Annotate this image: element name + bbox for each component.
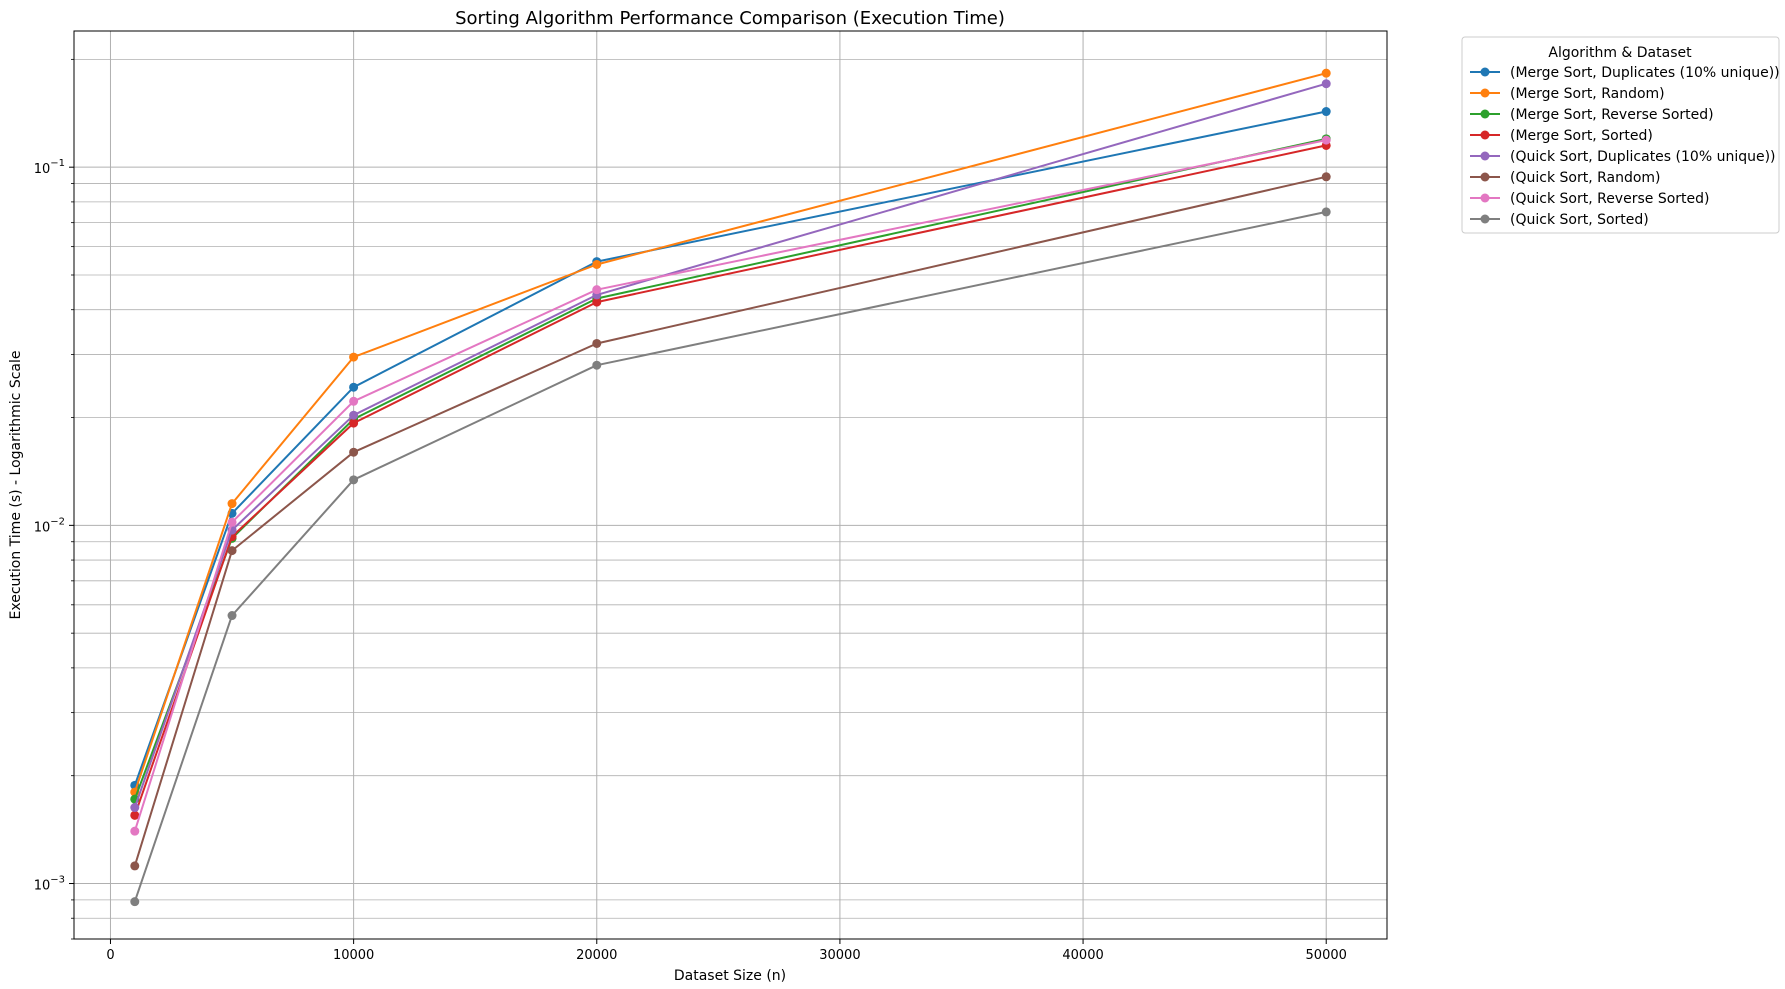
x-axis-ticks: 0 10000 20000 30000 40000 50000 — [106, 939, 1347, 963]
legend-label: (Merge Sort, Reverse Sorted) — [1510, 107, 1714, 123]
plot-area-frame — [73, 30, 1388, 940]
legend-marker — [1480, 130, 1490, 140]
series-1 — [130, 107, 1331, 790]
legend-label: (Merge Sort, Duplicates (10% unique)) — [1510, 65, 1780, 81]
data-point — [130, 861, 140, 871]
data-point — [130, 897, 140, 907]
x-tick-label: 20000 — [576, 948, 617, 963]
x-tick-label: 40000 — [1062, 948, 1103, 963]
legend-item: (Merge Sort, Reverse Sorted) — [1470, 107, 1714, 123]
series-6 — [130, 172, 1331, 871]
legend-marker — [1480, 109, 1490, 119]
grid-lines — [74, 31, 1387, 940]
y-axis-label: Execution Time (s) - Logarithmic Scale — [8, 351, 24, 620]
data-point — [130, 803, 140, 813]
legend-label: (Quick Sort, Reverse Sorted) — [1510, 191, 1709, 207]
x-axis-label: Dataset Size (n) — [674, 968, 786, 984]
legend-label: (Quick Sort, Duplicates (10% unique)) — [1510, 149, 1776, 165]
data-point — [1321, 79, 1331, 89]
data-point — [227, 499, 237, 509]
data-point — [349, 475, 359, 485]
data-point — [130, 810, 140, 820]
legend-item: (Merge Sort, Duplicates (10% unique)) — [1470, 65, 1780, 81]
series-7 — [130, 135, 1331, 836]
legend-frame — [1461, 36, 1780, 234]
legend-marker — [1480, 214, 1490, 224]
data-point — [130, 826, 140, 836]
data-point — [349, 382, 359, 392]
data-point — [227, 517, 237, 527]
legend-item: (Quick Sort, Random) — [1470, 170, 1661, 186]
chart-title: Sorting Algorithm Performance Comparison… — [455, 8, 1005, 29]
x-tick-label: 0 — [106, 948, 114, 963]
legend-marker — [1480, 193, 1490, 203]
series-2 — [130, 68, 1331, 797]
data-point — [1321, 172, 1331, 182]
legend-item: (Quick Sort, Reverse Sorted) — [1470, 191, 1709, 207]
legend-label: (Quick Sort, Sorted) — [1510, 212, 1649, 228]
data-point — [592, 297, 602, 307]
data-point — [1321, 135, 1331, 145]
x-tick-label: 10000 — [333, 948, 374, 963]
data-point — [1321, 207, 1331, 217]
legend-marker — [1480, 151, 1490, 161]
data-point — [592, 338, 602, 348]
legend-title: Algorithm & Dataset — [1548, 45, 1692, 61]
legend: Algorithm & Dataset (Merge Sort, Duplica… — [1461, 36, 1780, 234]
data-point — [592, 285, 602, 295]
legend-label: (Quick Sort, Random) — [1510, 170, 1661, 186]
data-point — [1321, 68, 1331, 78]
x-tick-label: 30000 — [819, 948, 860, 963]
series-layer — [130, 68, 1331, 907]
legend-items: (Merge Sort, Duplicates (10% unique)) (Me… — [1470, 65, 1780, 228]
data-point — [349, 447, 359, 457]
legend-label: (Merge Sort, Sorted) — [1510, 128, 1653, 144]
series-8 — [130, 207, 1331, 907]
legend-marker — [1480, 88, 1490, 98]
legend-marker — [1480, 172, 1490, 182]
legend-marker — [1480, 67, 1490, 77]
data-point — [227, 546, 237, 556]
data-point — [349, 352, 359, 362]
data-point — [349, 410, 359, 420]
x-tick-label: 50000 — [1306, 948, 1347, 963]
legend-item: (Quick Sort, Duplicates (10% unique)) — [1470, 149, 1776, 165]
data-point — [227, 611, 237, 621]
data-point — [592, 360, 602, 370]
legend-item: (Merge Sort, Random) — [1470, 86, 1665, 102]
legend-label: (Merge Sort, Random) — [1510, 86, 1665, 102]
data-point — [1321, 107, 1331, 117]
data-point — [592, 259, 602, 269]
legend-item: (Merge Sort, Sorted) — [1470, 128, 1653, 144]
legend-item: (Quick Sort, Sorted) — [1470, 212, 1649, 228]
data-point — [349, 418, 359, 428]
data-point — [349, 396, 359, 406]
